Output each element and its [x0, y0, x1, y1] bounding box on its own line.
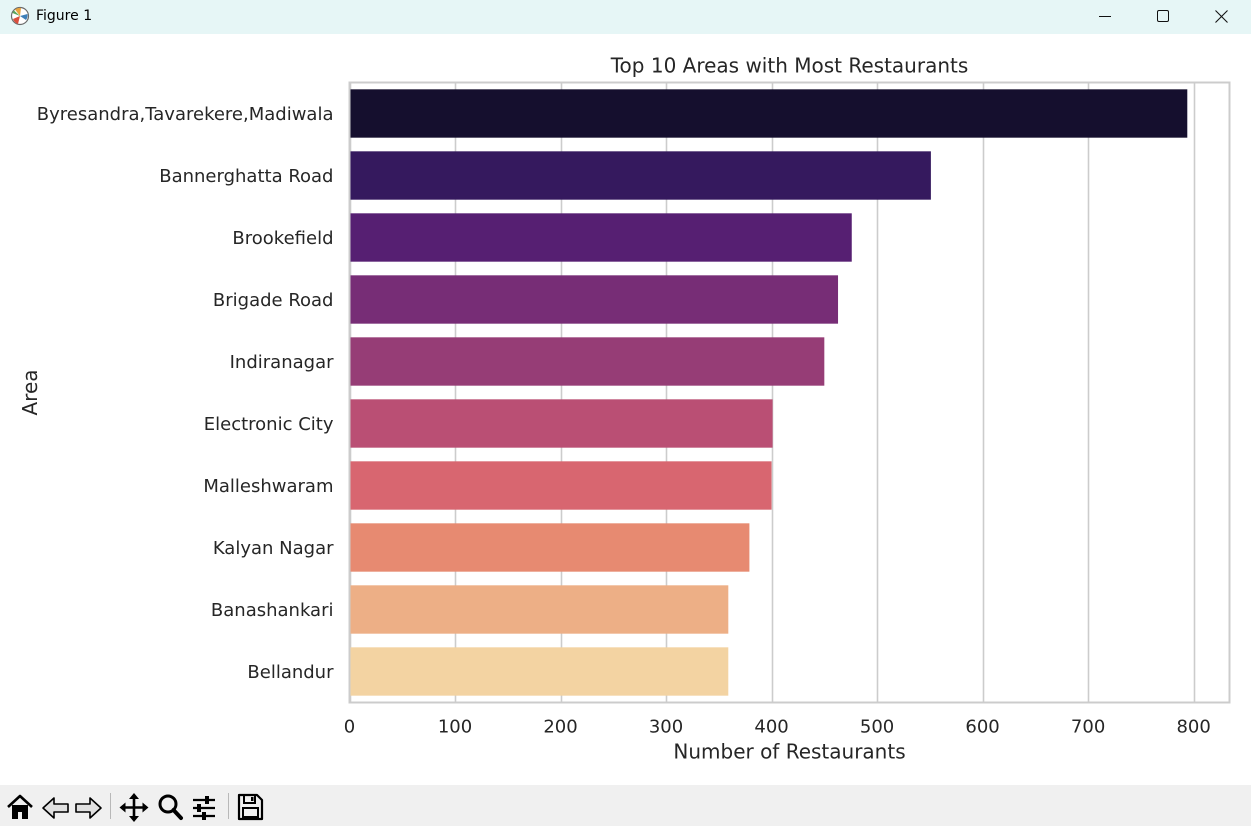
x-tick-label: 100 — [438, 717, 472, 738]
toolbar-separator — [228, 793, 229, 819]
maximize-button[interactable] — [1134, 0, 1192, 34]
y-tick-label: Kalyan Nagar — [213, 538, 334, 559]
figure-canvas[interactable]: Byresandra,Tavarekere,Madiwala Bannerghat… — [2, 34, 1249, 785]
x-tick-label: 800 — [1176, 717, 1210, 738]
y-tick-label: Malleshwaram — [203, 476, 333, 497]
x-tick-label: 0 — [344, 717, 355, 738]
navigation-toolbar — [0, 785, 1251, 826]
bar — [349, 585, 729, 634]
minimize-icon — [1099, 16, 1111, 17]
chart-title: Top 10 Areas with Most Restaurants — [610, 54, 969, 78]
plot-frame — [348, 81, 1231, 704]
bar — [349, 523, 750, 572]
x-tick-label: 700 — [1071, 717, 1105, 738]
maximize-icon — [1157, 10, 1169, 22]
title-bar[interactable]: Figure 1 — [0, 0, 1251, 34]
minimize-button[interactable] — [1076, 0, 1134, 34]
back-icon — [42, 797, 69, 819]
y-tick-label: Bellandur — [247, 662, 334, 683]
y-tick-labels: Byresandra,Tavarekere,Madiwala Bannerghat… — [37, 104, 334, 683]
bar — [349, 647, 729, 696]
x-axis-label: Number of Restaurants — [673, 740, 905, 764]
bar — [349, 213, 852, 262]
toolbar-separator — [110, 793, 111, 819]
bars — [349, 89, 1188, 696]
y-tick-label: Bannerghatta Road — [159, 166, 333, 187]
x-tick-label: 300 — [649, 717, 683, 738]
forward-button[interactable] — [72, 791, 104, 823]
bar — [349, 89, 1188, 138]
bar — [349, 275, 839, 324]
y-tick-label: Indiranagar — [230, 352, 334, 373]
x-tick-label: 400 — [754, 717, 788, 738]
pan-icon — [119, 793, 149, 822]
x-tick-label: 600 — [965, 717, 999, 738]
zoom-button[interactable] — [154, 791, 186, 823]
x-tick-labels: 0 100 200 300 400 500 600 700 800 — [344, 717, 1211, 738]
y-tick-label: Byresandra,Tavarekere,Madiwala — [37, 104, 334, 125]
close-button[interactable] — [1192, 0, 1250, 34]
y-tick-label: Brookefield — [232, 228, 333, 249]
home-button[interactable] — [4, 791, 36, 823]
back-button[interactable] — [40, 791, 72, 823]
bar — [349, 337, 825, 386]
bar — [349, 461, 772, 510]
forward-icon — [75, 797, 102, 819]
y-tick-label: Brigade Road — [213, 290, 334, 311]
x-tick-label: 500 — [860, 717, 894, 738]
pan-button[interactable] — [118, 791, 150, 823]
x-tick-label: 200 — [543, 717, 577, 738]
y-tick-label: Electronic City — [204, 414, 334, 435]
zoom-icon — [158, 794, 183, 820]
bar — [349, 399, 773, 448]
close-icon — [1215, 10, 1228, 23]
configure-subplots-button[interactable] — [188, 791, 220, 823]
matplotlib-icon — [10, 6, 30, 26]
save-icon — [237, 793, 264, 821]
save-button[interactable] — [234, 791, 266, 823]
y-axis-label: Area — [18, 369, 42, 415]
home-icon — [7, 794, 33, 819]
configure-subplots-icon — [193, 796, 215, 820]
bar — [349, 151, 931, 200]
y-tick-label: Banashankari — [211, 600, 334, 621]
window-title: Figure 1 — [36, 8, 93, 24]
bar-chart: Byresandra,Tavarekere,Madiwala Bannerghat… — [18, 54, 1231, 764]
